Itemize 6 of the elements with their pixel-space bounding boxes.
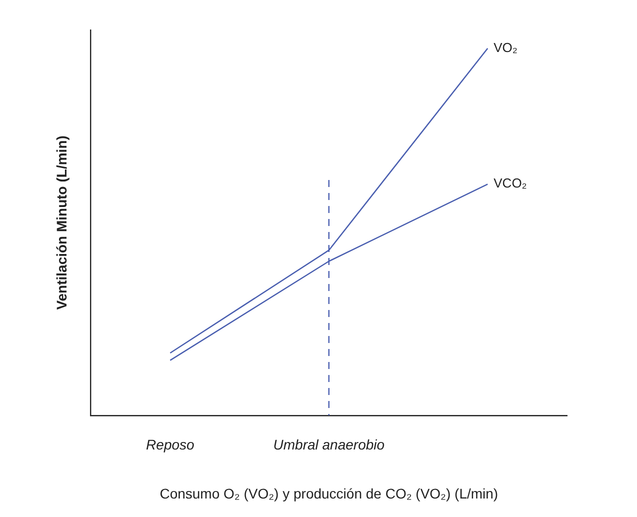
- series-label: VO₂: [494, 40, 518, 55]
- x-tick-label: Reposo: [146, 436, 195, 453]
- x-axis-title: Consumo O₂ (VO₂) y producción de CO₂ (VO₂) (L/min): [160, 485, 498, 502]
- x-tick-label: Umbral anaerobio: [273, 436, 385, 453]
- y-axis-title: Ventilación Minuto (L/min): [53, 136, 70, 310]
- series-label: VCO₂: [494, 176, 527, 191]
